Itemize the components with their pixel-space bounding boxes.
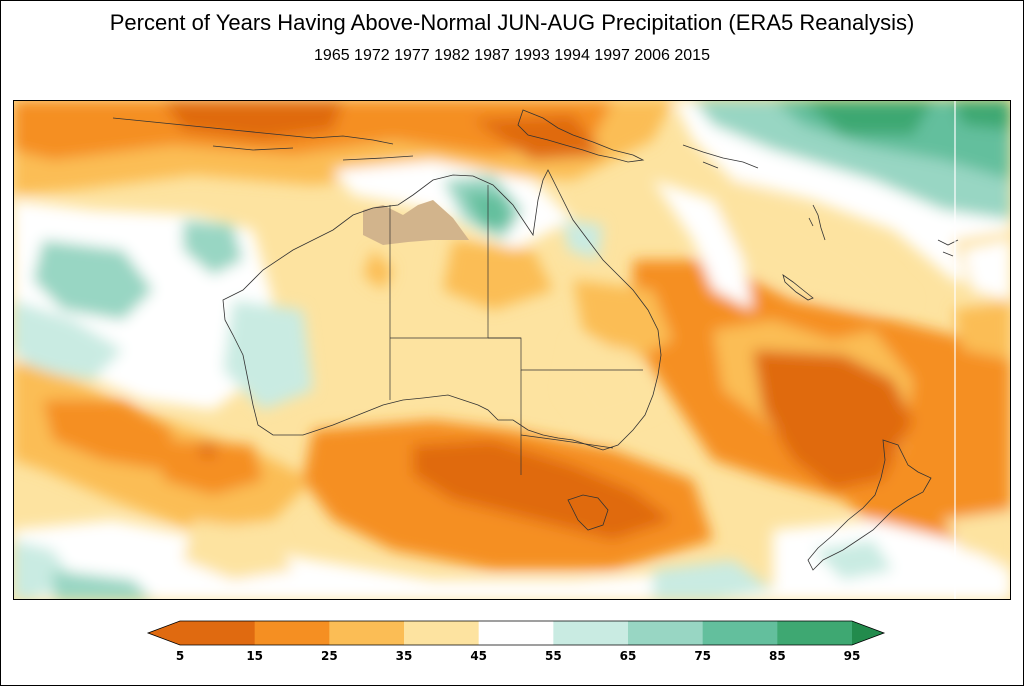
colorbar-tick-label: 75	[694, 649, 711, 663]
colorbar-segment	[180, 621, 256, 645]
coastlines	[112, 109, 959, 571]
indonesia-coastline	[112, 117, 414, 161]
colorbar-segment	[702, 621, 778, 645]
colorbar-tick-label: 25	[321, 649, 338, 663]
new-zealand-coastline	[807, 439, 932, 571]
map-border	[13, 100, 1011, 600]
colorbar-segment	[329, 621, 405, 645]
figure-title: Percent of Years Having Above-Normal JUN…	[109, 10, 915, 35]
colorbar-tick-label: 45	[470, 649, 487, 663]
colorbar-tick-label: 5	[176, 649, 184, 663]
state-borders	[389, 100, 956, 600]
colorbar-segment	[404, 621, 480, 645]
australia-coastline	[222, 169, 662, 451]
precipitation-map	[13, 100, 1011, 600]
colorbar-segments	[146, 620, 886, 646]
colorbar-tick-label: 55	[545, 649, 562, 663]
colorbar: 5 15 25 35 45 55 65 75 85 95	[146, 620, 886, 663]
colorbar-tick-label: 35	[396, 649, 413, 663]
colorbar-segment	[777, 621, 853, 645]
colorbar-arrow-high	[852, 621, 884, 645]
colorbar-tick-label: 85	[769, 649, 786, 663]
masked-region	[363, 200, 469, 245]
solomon-islands-coastline	[682, 144, 759, 169]
colorbar-outline	[146, 620, 886, 646]
papua-new-guinea-coastline	[517, 109, 645, 163]
colorbar-tick-label: 15	[246, 649, 263, 663]
sa-qld-border	[488, 337, 643, 371]
colorbar-segment	[553, 621, 629, 645]
new-caledonia-coastline	[782, 274, 814, 301]
colorbar-segment	[254, 621, 330, 645]
figure-subtitle: 1965 1972 1977 1982 1987 1993 1994 1997 …	[314, 47, 710, 64]
colorbar-segment	[478, 621, 554, 645]
precipitation-field	[13, 100, 1011, 600]
colorbar-tick-label: 65	[620, 649, 637, 663]
colorbar-tick-label: 95	[844, 649, 861, 663]
nsw-vic-border	[520, 434, 614, 449]
colorbar-arrow-low	[148, 621, 180, 645]
colorbar-segment	[628, 621, 704, 645]
tasmania-coastline	[567, 494, 609, 531]
vanuatu-coastline	[808, 204, 826, 241]
colorbar-ticks: 5 15 25 35 45 55 65 75 85 95	[176, 649, 861, 663]
